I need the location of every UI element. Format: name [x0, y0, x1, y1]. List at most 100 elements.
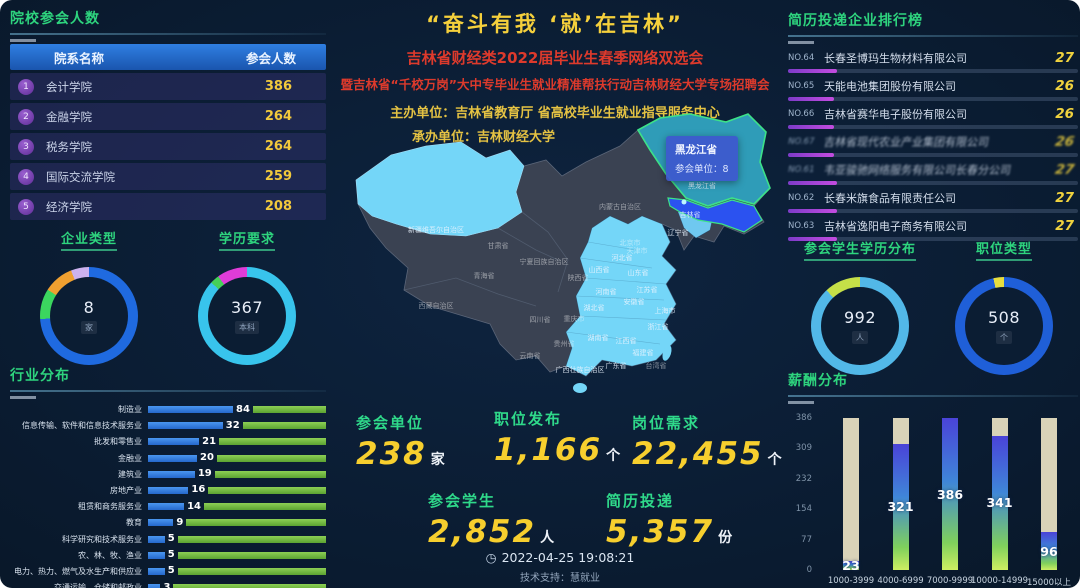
stat-value: 2,852	[428, 514, 537, 550]
donut-ring[interactable]: 367 本科	[198, 267, 296, 365]
region-east-provinces	[565, 215, 677, 377]
bar-track: 96	[1040, 418, 1058, 570]
progress-track	[788, 209, 1078, 213]
industry-bar-row[interactable]: 房地产业 16	[10, 485, 326, 496]
industry-bar-row[interactable]: 金融业 20	[10, 453, 326, 464]
salary-y-axis: 386 309 232 154 77 0	[788, 413, 816, 575]
ranking-row[interactable]: NO.61 韦亚骏驰网络服务有限公司长春分公司 27	[787, 162, 1080, 185]
resume-count: 26	[1055, 78, 1074, 94]
salary-bar[interactable]: 96 15000以上	[1026, 418, 1072, 588]
footer: ◷ 2022-04-25 19:08:21 技术支持：慧就业	[420, 550, 700, 584]
college-name: 经济学院	[46, 199, 92, 214]
industry-bar-row[interactable]: 交通运输、仓储和邮政业 3	[10, 582, 326, 588]
bar-value-segment	[148, 535, 165, 543]
stat-label: 简历投递	[606, 492, 675, 510]
rank-number: NO.61	[787, 165, 816, 175]
industry-bar-row[interactable]: 科学研究和技术服务业 5	[10, 534, 326, 545]
college-name: 税务学院	[46, 139, 92, 154]
industry-bar-row[interactable]: 批发和零售业 21	[10, 436, 326, 447]
china-map[interactable]: 新疆维吾尔自治区 西藏自治区 青海省 甘肃省 宁夏回族自治区 陕西省 四川省 重庆市 云南省 贵州…	[336, 110, 780, 410]
company-name: 韦亚骏驰网络服务有限公司长春分公司	[822, 164, 1013, 177]
ranking-row[interactable]: NO.62 长春米旗食品有限责任公司 27	[788, 190, 1078, 213]
stat-unit: 人	[540, 530, 555, 546]
donut-ring[interactable]: 508 个	[955, 277, 1053, 375]
industry-bar-row[interactable]: 租赁和商务服务业 14	[10, 501, 326, 512]
industry-bar-row[interactable]: 农、林、牧、渔业 5	[10, 550, 326, 561]
bar-value-label: 5	[167, 533, 175, 544]
bar-value-segment	[148, 470, 195, 478]
bar-track-segment	[252, 406, 326, 413]
bar-value-label: 32	[225, 419, 240, 431]
industry-bar-row[interactable]: 教育 9	[10, 517, 326, 528]
ranking-row[interactable]: NO.63 吉林省逸阳电子商务有限公司 27	[788, 218, 1078, 241]
table-row[interactable]: 5 经济学院 208	[10, 193, 326, 220]
stat-unit: 份	[718, 530, 733, 546]
bar-track-segment	[216, 454, 326, 462]
x-axis-label: 1000-3999	[827, 576, 875, 586]
donut-ring[interactable]: 992 人	[811, 277, 909, 375]
panel-title-ranking: 简历投递企业排行榜	[788, 10, 1078, 44]
bar-track-segment	[242, 422, 326, 430]
table-row[interactable]: 1 会计学院 386	[10, 73, 326, 100]
ranking-row[interactable]: NO.65 天能电池集团股份有限公司 26	[788, 78, 1078, 101]
bar-track: 321	[887, 418, 914, 570]
industry-label: 租赁和商务服务业	[78, 502, 142, 512]
ranking-row[interactable]: NO.64 长春圣博玛生物材料有限公司 27	[788, 50, 1078, 73]
ranking-row-line: NO.63 吉林省逸阳电子商务有限公司 27	[788, 218, 1078, 234]
salary-bar[interactable]: 386 7000-9999	[927, 418, 973, 588]
industry-label: 金融业	[118, 453, 142, 463]
table-row[interactable]: 4 国际交流学院 259	[10, 163, 326, 190]
ranking-row[interactable]: NO.67 吉林省现代农业产业集团有限公司 26	[787, 134, 1078, 157]
salary-bar[interactable]: 23 1000-3999	[828, 418, 874, 588]
industry-label: 电力、热力、燃气及水生产和供应业	[14, 566, 142, 576]
donut-center-label: 个	[996, 331, 1012, 344]
progress-track	[788, 69, 1078, 73]
y-axis-label: 232	[795, 473, 812, 484]
bar-fill: 386	[937, 418, 963, 570]
bar-track: 23	[842, 418, 860, 573]
salary-bars: 23 1000-3999 321 4000-6999 386 7000-9999 341 10…	[822, 418, 1078, 588]
bar-track-segment	[177, 551, 326, 559]
ranking-row[interactable]: NO.66 吉林省赛华电子股份有限公司 26	[788, 106, 1078, 129]
province-taiwan	[662, 345, 672, 361]
industry-bar-row[interactable]: 信息传输、软件和信息技术服务业 32	[10, 420, 326, 431]
bar-value-label: 19	[197, 468, 212, 480]
college-table-body: 1 会计学院 386 2 金融学院 264 3 税务学院 264 4 国际交流学院 259 5 经济学院 2…	[10, 73, 326, 220]
donut-title: 企业类型	[60, 228, 117, 251]
bar-value-label: 21	[202, 435, 217, 447]
college-count: 386	[264, 79, 292, 94]
undertaker-line: 承办单位：吉林财经大学	[412, 130, 556, 145]
tooltip-province: 黑龙江省	[675, 144, 717, 156]
bar-value-label: 3	[163, 581, 171, 588]
industry-label: 信息传输、软件和信息技术服务业	[22, 421, 142, 431]
bar-track-segment	[173, 584, 326, 588]
industry-bar-row[interactable]: 电力、热力、燃气及水生产和供应业 5	[10, 566, 326, 577]
progress-track	[788, 153, 1078, 157]
resume-count: 26	[1055, 106, 1074, 122]
bar-track: 341	[986, 418, 1013, 570]
salary-bar[interactable]: 341 10000-14999	[971, 418, 1028, 588]
tooltip-value: 参会单位：8	[675, 164, 729, 175]
panel-college-attendance: 院校参会人数 院系名称 参会人数 1 会计学院 386 2 金融学院 264 3 税务学院 26…	[10, 8, 326, 220]
bar-fill: 96	[1040, 532, 1058, 570]
stat-participating-students: 参会学生 2,852 人	[428, 490, 554, 550]
rank-number: NO.65	[788, 81, 815, 91]
salary-bar[interactable]: 321 4000-6999	[877, 418, 924, 588]
progress-track	[788, 237, 1078, 241]
industry-bar-row[interactable]: 建筑业 19	[10, 469, 326, 480]
industry-bar-row[interactable]: 制造业 84	[10, 404, 326, 415]
donut-ring[interactable]: 8 家	[40, 267, 138, 365]
resume-count: 27	[1053, 162, 1076, 178]
main-title: “奋斗有我 ‘就’在吉林”	[426, 12, 684, 36]
bar-value-segment	[148, 486, 189, 494]
organizer-line: 主办单位：吉林省教育厅 省高校毕业生就业指导服务中心	[390, 106, 720, 121]
table-row[interactable]: 2 金融学院 264	[10, 103, 326, 130]
map-east-inner-borders	[565, 241, 667, 345]
bar-value-segment	[148, 454, 197, 462]
table-row[interactable]: 3 税务学院 264	[10, 133, 326, 160]
timestamp-text: 2022-04-25 19:08:21	[501, 550, 635, 565]
timestamp: ◷ 2022-04-25 19:08:21	[420, 550, 700, 565]
ranking-row-line: NO.61 韦亚骏驰网络服务有限公司长春分公司 27	[787, 162, 1080, 178]
donut-center: 992 人	[821, 287, 899, 365]
